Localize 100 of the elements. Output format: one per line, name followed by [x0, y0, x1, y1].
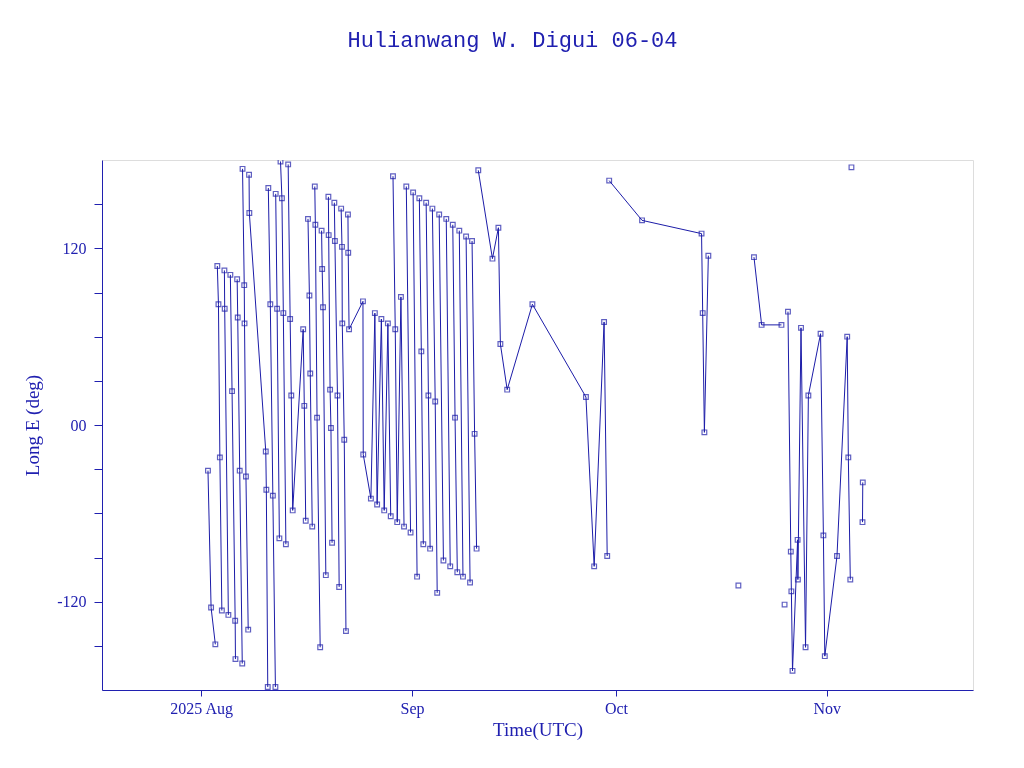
point	[346, 326, 353, 333]
point	[239, 165, 246, 172]
point	[212, 641, 219, 648]
point	[805, 392, 812, 399]
chart-title: Hulianwang W. Digui 06-04	[347, 29, 678, 54]
point	[289, 507, 296, 514]
point	[229, 388, 235, 395]
point	[859, 519, 866, 526]
point	[467, 579, 474, 586]
line-series	[475, 167, 611, 570]
point	[331, 238, 338, 244]
point	[751, 254, 757, 261]
point	[403, 183, 410, 190]
point	[317, 644, 324, 651]
point	[325, 193, 332, 200]
point	[218, 607, 225, 614]
point	[778, 321, 785, 328]
point	[325, 232, 332, 239]
point	[274, 305, 281, 312]
x-tick-label: Sep	[400, 699, 425, 718]
point	[425, 392, 432, 399]
point	[367, 495, 374, 502]
point	[265, 185, 272, 191]
point	[319, 266, 326, 272]
point	[794, 576, 801, 583]
point	[447, 563, 454, 570]
point	[269, 492, 276, 499]
point	[311, 183, 318, 190]
x-tick-label: Nov	[813, 699, 842, 717]
point	[443, 215, 450, 222]
point	[604, 553, 611, 559]
point	[785, 308, 791, 315]
point	[798, 324, 804, 331]
line-series	[265, 185, 279, 690]
line-series	[606, 177, 712, 436]
point	[407, 529, 414, 536]
point	[301, 402, 308, 409]
point	[327, 386, 334, 393]
point	[236, 467, 243, 474]
point	[234, 314, 241, 321]
point	[427, 545, 434, 552]
y-axis-title: Long E (deg)	[22, 374, 45, 477]
point	[820, 532, 827, 539]
point	[272, 684, 279, 690]
point	[381, 507, 388, 514]
point	[312, 221, 319, 228]
point	[339, 243, 345, 250]
point	[276, 535, 283, 542]
point	[449, 221, 456, 228]
point	[334, 392, 341, 399]
point	[263, 486, 270, 493]
point	[374, 501, 381, 508]
point	[285, 161, 292, 168]
point	[817, 330, 824, 337]
point	[246, 210, 253, 216]
point	[601, 319, 608, 325]
y-tick-label: 00	[70, 416, 87, 434]
point	[414, 573, 421, 580]
point	[788, 588, 795, 595]
point	[698, 230, 705, 237]
point	[489, 255, 496, 262]
point	[821, 653, 828, 660]
point	[246, 171, 252, 178]
point	[318, 227, 325, 234]
point	[456, 227, 463, 234]
point	[241, 320, 248, 327]
point	[282, 541, 289, 548]
point	[701, 429, 708, 436]
point	[787, 548, 794, 555]
point	[232, 617, 239, 624]
point	[429, 205, 436, 212]
point	[302, 517, 309, 524]
point	[418, 348, 425, 355]
point	[341, 436, 348, 443]
point	[432, 398, 439, 405]
point	[360, 451, 367, 458]
point	[300, 326, 307, 333]
point	[392, 326, 399, 333]
point	[336, 584, 343, 590]
point	[606, 177, 613, 184]
point	[387, 513, 394, 520]
point	[338, 205, 345, 212]
point	[280, 310, 287, 317]
point	[469, 238, 475, 244]
point	[436, 211, 443, 218]
point	[473, 545, 480, 552]
point	[859, 479, 866, 486]
point	[320, 304, 326, 311]
point	[416, 195, 423, 202]
point	[844, 333, 851, 340]
point	[529, 301, 536, 308]
point	[309, 523, 316, 530]
point	[215, 301, 222, 308]
point	[306, 292, 313, 299]
point	[278, 195, 285, 202]
point	[434, 589, 441, 596]
point	[345, 211, 351, 218]
point	[440, 557, 447, 564]
point	[384, 320, 391, 327]
point	[475, 167, 482, 174]
